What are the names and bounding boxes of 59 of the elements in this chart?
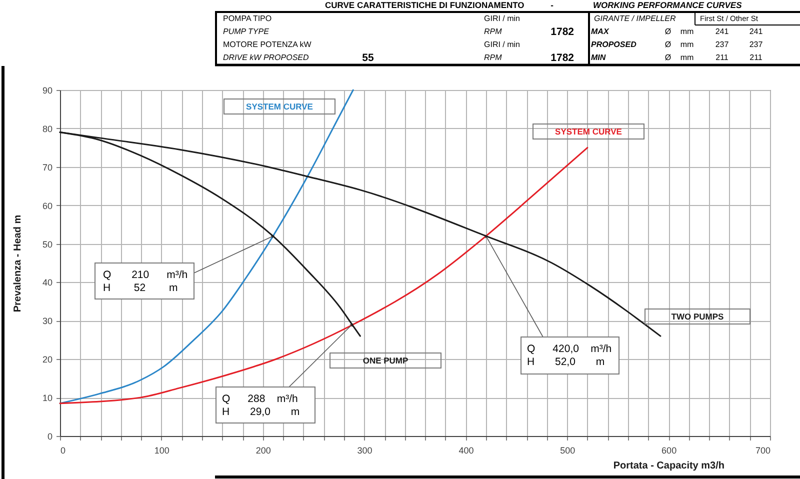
x-axis-title: Portata - Capacity m3/h: [613, 460, 724, 472]
text: mm: [680, 40, 694, 49]
x-tick-label: 400: [458, 446, 474, 456]
line-series: [59, 146, 588, 404]
x-tick-label: 500: [560, 446, 576, 456]
line-series: [59, 89, 354, 404]
y-tick-label: 50: [42, 239, 52, 250]
text: MOTORE POTENZA kW: [223, 40, 312, 49]
x-tick-label: 100: [154, 446, 170, 456]
annotation: Q 210 m³/h H 52 m: [103, 269, 188, 294]
annotation: Q 288 m³/h H 29,0 m: [222, 393, 300, 418]
y-tick-label: 60: [42, 200, 52, 211]
text: 55: [362, 52, 374, 64]
y-tick-label: 30: [42, 316, 52, 326]
x-tick-label: 200: [256, 446, 271, 456]
y-tick-label: 40: [42, 278, 52, 288]
text: SYSTEM CURVE: [246, 102, 314, 112]
text: -: [550, 0, 554, 10]
text: PROPOSED: [591, 40, 637, 49]
text: GIRANTE / IMPELLER: [594, 14, 676, 23]
text: MAX: [591, 27, 610, 36]
text: GIRI / min: [484, 40, 520, 49]
text: RPM: [484, 27, 502, 36]
text: 1782: [550, 26, 574, 38]
series-label: SYSTEM CURVE: [555, 126, 622, 136]
y-tick-label: 0: [47, 432, 52, 442]
text: POMPA TIPO: [223, 14, 272, 23]
y-tick-label: 90: [42, 86, 52, 96]
text: DRIVE kW PROPOSED: [223, 53, 310, 62]
text: GIRI / min: [484, 14, 520, 23]
text: mm: [680, 53, 694, 62]
y-axis-title: Prevalenza - Head m: [12, 214, 24, 312]
text: 241: [749, 27, 764, 36]
text: 237: [715, 40, 730, 49]
y-tick-label: 80: [42, 124, 52, 134]
chart-title: CURVE CARATTERISTICHE DI FUNZIONAMENTO: [325, 0, 525, 10]
text: TWO PUMPS: [671, 312, 724, 322]
text: Ø: [664, 40, 672, 49]
text: MIN: [591, 53, 606, 62]
y-tick-label: 10: [42, 393, 52, 404]
text: PUMP TYPE: [223, 27, 270, 36]
text: Ø: [664, 27, 672, 36]
x-tick-label: 0: [60, 446, 66, 456]
y-tick-label: 70: [42, 162, 52, 172]
text: RPM: [484, 53, 502, 62]
text: 237: [749, 40, 764, 49]
annotation: Q 420,0 m³/h H 52,0 m: [527, 343, 612, 368]
x-tick-label: 700: [755, 446, 770, 456]
x-tick-label: 600: [662, 446, 677, 456]
text: ONE PUMP: [362, 356, 408, 366]
text: 241: [715, 27, 730, 36]
text: 1782: [550, 52, 574, 64]
text: 211: [750, 53, 763, 62]
text: Ø: [664, 53, 672, 62]
x-tick-label: 300: [357, 446, 372, 456]
text: 211: [716, 53, 729, 62]
chart-subtitle: WORKING PERFORMANCE CURVES: [593, 0, 742, 10]
y-tick-label: 20: [42, 354, 52, 365]
text: mm: [680, 27, 694, 36]
